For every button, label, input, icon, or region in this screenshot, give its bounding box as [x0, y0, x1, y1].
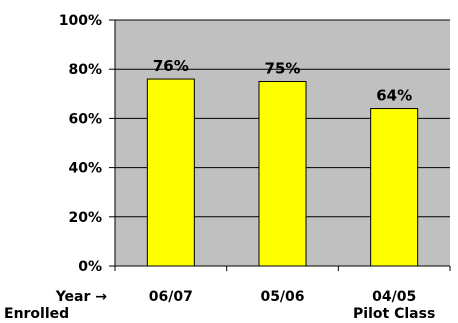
y-tick-label: 40% — [68, 161, 102, 177]
x-axis-title-line: Enrolled — [4, 306, 69, 322]
y-axis-tick-labels: 0% 20% 40% 60% 80% 100% — [59, 13, 102, 275]
x-axis-category-labels: 06/07 05/06 04/05 Pilot Class — [149, 289, 435, 322]
bar — [258, 81, 307, 267]
bars — [146, 78, 419, 267]
data-label: 75% — [265, 60, 301, 78]
y-tick-label: 100% — [59, 13, 102, 29]
x-axis-title-line: Year → — [55, 289, 108, 305]
x-category-label: 04/05 Pilot Class — [353, 289, 435, 322]
data-label: 64% — [376, 87, 412, 105]
bar — [146, 78, 195, 267]
x-category-label: 06/07 — [149, 289, 193, 305]
x-category-label: 05/06 — [260, 289, 304, 305]
data-labels: 76% 75% 64% — [153, 57, 412, 105]
x-axis-title: Year →Enrolled — [4, 289, 107, 322]
bar — [370, 108, 419, 267]
data-label: 76% — [153, 57, 189, 75]
y-tick-label: 20% — [68, 210, 102, 226]
axes — [109, 19, 451, 271]
y-tick-label: 80% — [68, 62, 102, 78]
y-tick-label: 0% — [78, 259, 102, 275]
y-tick-label: 60% — [68, 111, 102, 127]
